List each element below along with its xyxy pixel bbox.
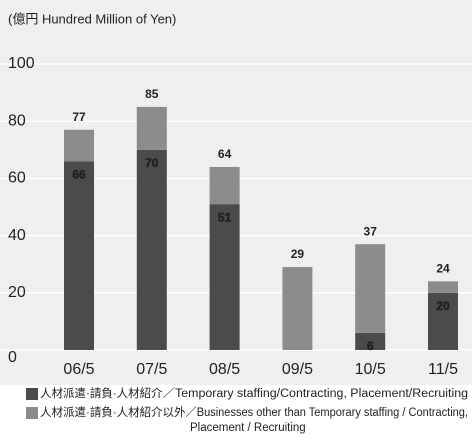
y-tick-label: 40 (8, 227, 26, 244)
legend-description: ／Temporary staffing/Contracting, Placeme… (163, 387, 468, 400)
legend-label: 人材派遣·請負·人材紹介以外 (40, 405, 186, 419)
total-label: 29 (291, 247, 305, 261)
data-label: 66 (72, 167, 86, 181)
y-tick-label: 100 (8, 55, 35, 72)
bar-segment (64, 161, 94, 350)
bar-segment (64, 129, 94, 162)
legend-swatch (26, 388, 38, 400)
data-label: 51 (218, 210, 232, 224)
data-label: 6 (367, 339, 374, 353)
bar-segment (282, 267, 313, 350)
x-tick-label: 08/5 (209, 361, 240, 378)
x-tick-label: 06/5 (63, 361, 94, 378)
data-label: 70 (145, 156, 159, 170)
total-label: 77 (72, 110, 86, 124)
data-label: 20 (436, 299, 450, 313)
y-tick-label: 0 (8, 349, 17, 366)
x-tick-label: 09/5 (282, 361, 313, 378)
x-tick-label: 07/5 (136, 361, 167, 378)
total-label: 64 (218, 147, 232, 161)
legend-swatch (26, 407, 38, 419)
y-tick-label: 60 (8, 170, 26, 187)
x-tick-label: 10/5 (355, 361, 386, 378)
bar-segment (355, 244, 386, 333)
total-label: 85 (145, 87, 159, 101)
bar-segment (209, 166, 240, 205)
total-label: 37 (364, 224, 378, 238)
legend-description: ／Businesses other than Temporary staffin… (186, 406, 468, 419)
legend-description: Placement / Recruiting (190, 422, 306, 434)
legend-label: 人材派遣·請負·人材紹介 (40, 386, 163, 400)
bar-segment (136, 149, 167, 350)
y-tick-label: 80 (8, 112, 26, 129)
bar-segment (428, 281, 458, 293)
total-label: 24 (436, 262, 450, 276)
bar-segment (428, 292, 458, 350)
x-tick-label: 11/5 (428, 361, 458, 378)
chart-subtitle: (億円 Hundred Million of Yen) (8, 11, 176, 26)
bar-segment (355, 332, 386, 350)
bar-segment (136, 106, 167, 150)
bar-segment (209, 204, 240, 350)
y-tick-label: 20 (8, 284, 26, 301)
